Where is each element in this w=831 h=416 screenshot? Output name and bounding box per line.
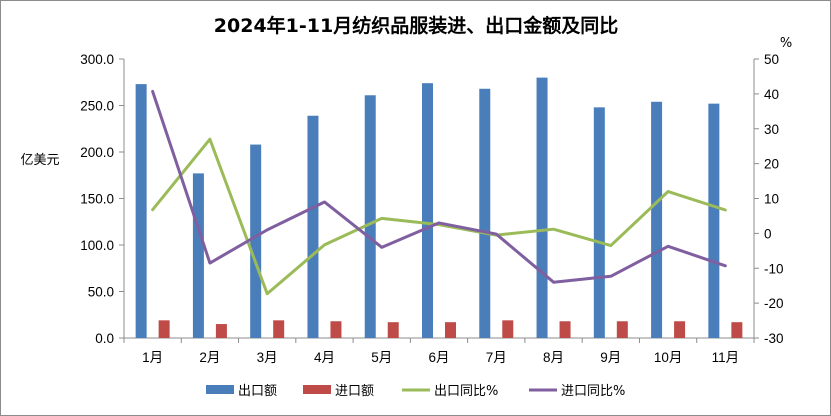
y-right-tick-label: -30 [764, 331, 784, 346]
y-right-tick-label: 40 [764, 87, 779, 102]
legend-label: 出口同比% [434, 384, 498, 399]
bar-import [616, 321, 628, 338]
point-export-yoy [266, 292, 268, 295]
point-import-yoy [323, 201, 326, 203]
y-axis-left-label: 亿美元 [20, 153, 59, 168]
point-import-yoy [209, 262, 211, 264]
y-left-tick-label: 250.0 [80, 99, 114, 114]
bar-import [273, 320, 285, 338]
bar-import [445, 322, 456, 338]
x-tick-label: 1月 [142, 350, 163, 365]
legend-swatch-import [303, 385, 331, 394]
point-import-yoy [724, 265, 727, 267]
bar-export [192, 173, 204, 338]
bar-import [502, 320, 514, 338]
bar-export [250, 144, 262, 338]
y-right-tick-label: 10 [764, 192, 779, 207]
point-import-yoy [151, 90, 154, 93]
chart-title: 2024年1-11月纺织品服装进、出口金额及同比 [214, 14, 618, 37]
point-export-yoy [380, 217, 383, 220]
x-tick-label: 7月 [486, 350, 507, 365]
point-export-yoy [667, 190, 669, 193]
bar-export [479, 88, 491, 338]
point-import-yoy [380, 246, 383, 249]
bar-import [387, 322, 399, 338]
x-tick-label: 10月 [654, 350, 683, 365]
point-import-yoy [438, 222, 440, 224]
y-left-tick-label: 0.0 [95, 331, 114, 346]
bar-export [536, 77, 548, 338]
y-right-tick-label: 20 [764, 157, 779, 172]
bar-import [215, 324, 227, 338]
y-right-tick-label: 0 [764, 226, 772, 241]
legend-swatch-export [206, 385, 234, 394]
bar-import [731, 322, 743, 338]
point-export-yoy [610, 244, 612, 247]
y-right-tick-label: 50 [764, 52, 779, 67]
x-tick-label: 6月 [428, 350, 449, 365]
x-tick-label: 2月 [199, 350, 220, 365]
bar-export [135, 84, 147, 338]
point-export-yoy [151, 208, 154, 211]
bar-export [307, 115, 319, 338]
plot-area: 0.0 50.0 100.0 150.0 200.0 250.0 300.0 -30 -20 -1… [80, 52, 783, 365]
x-tick-label: 4月 [314, 350, 335, 365]
x-tick-label: 3月 [257, 350, 278, 365]
bar-export [708, 103, 720, 338]
y-right-tick-label: 30 [764, 122, 779, 137]
bar-import [158, 320, 170, 338]
x-tick-label: 11月 [712, 350, 740, 365]
y-left-tick-label: 150.0 [80, 192, 114, 207]
bar-export [422, 83, 433, 339]
point-import-yoy [266, 229, 268, 231]
x-tick-label: 9月 [600, 350, 621, 365]
y-left-tick-label: 200.0 [80, 145, 114, 160]
y-left-tick-label: 50.0 [88, 285, 114, 300]
point-import-yoy [552, 281, 555, 284]
bar-import [330, 321, 342, 338]
bar-export [651, 101, 663, 338]
y-right-tick-label: -20 [764, 296, 784, 311]
x-tick-label: 8月 [543, 350, 564, 365]
legend-label: 出口额 [238, 384, 277, 399]
point-export-yoy [209, 138, 211, 141]
point-import-yoy [610, 275, 612, 278]
bar-export [364, 95, 376, 339]
bar-import [559, 321, 571, 338]
x-tick-label: 5月 [371, 350, 392, 365]
point-export-yoy [323, 244, 326, 246]
bar-export [593, 107, 605, 338]
y-left-tick-label: 100.0 [80, 238, 114, 253]
y-left-tick-label: 300.0 [80, 52, 114, 67]
legend-label: 进口额 [335, 384, 374, 399]
point-export-yoy [724, 209, 727, 211]
y-axis-right-label: % [780, 36, 792, 51]
point-export-yoy [552, 228, 555, 230]
legend: 出口额 进口额 出口同比% 进口同比% [206, 384, 625, 399]
legend-label: 进口同比% [561, 384, 625, 399]
bar-import [674, 321, 686, 338]
point-import-yoy [667, 245, 669, 248]
y-right-tick-label: -10 [764, 261, 784, 276]
point-import-yoy [495, 233, 498, 235]
